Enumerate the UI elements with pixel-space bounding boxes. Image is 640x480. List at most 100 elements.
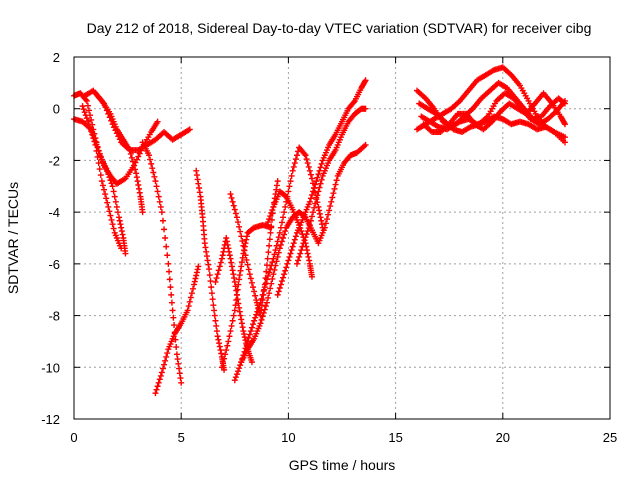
data-point — [265, 249, 272, 256]
data-point — [307, 217, 314, 224]
data-point — [259, 297, 266, 304]
data-point — [193, 272, 200, 279]
data-point — [133, 174, 140, 181]
series-arc-4 — [92, 90, 193, 154]
data-point — [308, 175, 315, 182]
data-point — [333, 177, 340, 184]
data-point — [192, 275, 199, 282]
data-point — [172, 336, 179, 343]
data-point — [231, 278, 238, 285]
data-point — [236, 272, 243, 279]
series-arc-2 — [71, 116, 161, 187]
data-point — [213, 328, 220, 335]
data-point — [308, 273, 315, 280]
data-point — [147, 156, 154, 163]
data-point — [116, 214, 123, 221]
data-point — [362, 105, 369, 112]
data-point — [163, 243, 170, 250]
data-point — [93, 147, 100, 154]
data-point — [229, 198, 236, 205]
data-point — [323, 216, 330, 223]
data-point — [113, 203, 120, 210]
data-point — [233, 214, 240, 221]
data-point — [273, 242, 280, 249]
data-point — [253, 311, 260, 318]
data-point — [270, 255, 277, 262]
data-point — [275, 234, 282, 241]
data-point — [231, 307, 238, 314]
data-point — [282, 203, 289, 210]
data-point — [312, 200, 319, 207]
data-point — [213, 275, 220, 282]
data-point — [205, 261, 212, 268]
data-point — [283, 264, 290, 271]
data-point — [561, 121, 568, 128]
x-tick-label: 25 — [603, 430, 617, 445]
data-point — [239, 238, 246, 245]
data-point — [136, 189, 143, 196]
data-point — [268, 216, 275, 223]
data-point — [223, 347, 230, 354]
data-point — [227, 328, 234, 335]
data-point — [214, 271, 221, 278]
data-point — [258, 295, 265, 302]
data-point — [164, 350, 171, 357]
data-point — [132, 166, 139, 173]
data-point — [111, 124, 118, 131]
data-point — [233, 297, 240, 304]
data-point — [79, 103, 86, 110]
data-point — [97, 172, 104, 179]
data-point — [234, 286, 241, 293]
data-point — [266, 216, 273, 223]
data-point — [278, 238, 285, 245]
data-point — [98, 156, 105, 163]
data-point — [196, 185, 203, 192]
data-point — [269, 206, 276, 213]
data-point — [268, 210, 275, 217]
data-point — [230, 271, 237, 278]
data-point — [212, 317, 219, 324]
data-point — [105, 110, 112, 117]
data-point — [311, 204, 318, 211]
data-point — [240, 242, 247, 249]
data-point — [301, 150, 308, 157]
data-point — [269, 259, 276, 266]
data-point — [231, 275, 238, 282]
data-point — [173, 344, 180, 351]
y-axis: -12 -10 -8 -6 -4 -2 0 2 — [41, 50, 610, 427]
data-point — [330, 190, 337, 197]
data-point — [206, 272, 213, 279]
data-point — [223, 238, 230, 245]
data-point — [164, 252, 171, 259]
data-point — [236, 308, 243, 315]
series-arc-13 — [227, 178, 281, 319]
series-arc-21 — [420, 90, 568, 135]
data-point — [241, 334, 248, 341]
data-point — [304, 228, 311, 235]
data-point — [218, 350, 225, 357]
data-point — [201, 240, 208, 247]
data-point — [263, 299, 270, 306]
data-point — [210, 302, 217, 309]
data-point — [313, 178, 320, 185]
data-point — [232, 374, 239, 381]
data-point — [89, 131, 96, 138]
data-point — [276, 245, 283, 252]
data-point — [155, 379, 162, 386]
data-point — [247, 275, 254, 282]
data-point — [265, 219, 272, 226]
data-point — [156, 376, 163, 383]
data-point — [290, 240, 297, 247]
data-point — [258, 302, 265, 309]
data-point — [186, 298, 193, 305]
data-point — [158, 209, 165, 216]
data-point — [103, 195, 110, 202]
data-point — [213, 322, 220, 329]
data-point — [194, 266, 201, 273]
data-point — [191, 281, 198, 288]
x-tick-label: 15 — [388, 430, 402, 445]
data-point — [246, 331, 253, 338]
data-point — [111, 193, 118, 200]
data-point — [232, 302, 239, 309]
data-point — [163, 353, 170, 360]
